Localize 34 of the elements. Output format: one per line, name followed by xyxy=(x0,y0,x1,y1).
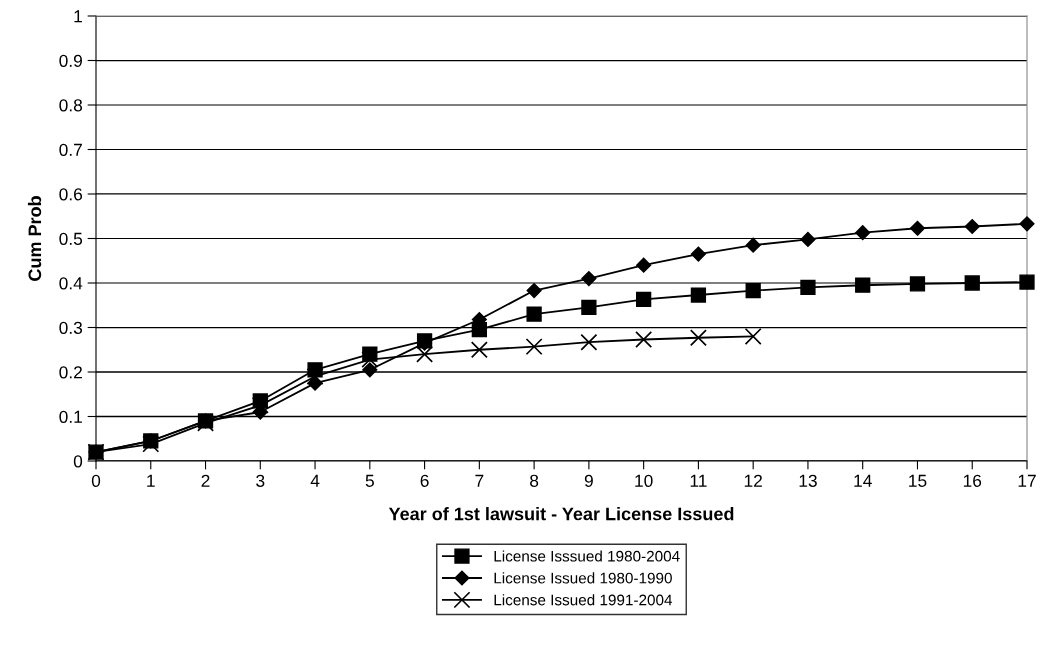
x-tick-label: 5 xyxy=(365,474,374,487)
x-tick-label: 15 xyxy=(909,474,927,487)
x-tick-label: 11 xyxy=(690,474,707,487)
legend-label: License Isssued 1980-2004 xyxy=(494,550,680,562)
y-tick-label: 0.5 xyxy=(59,232,83,245)
x-tick-label: 1 xyxy=(147,474,155,487)
y-tick-label: 0.6 xyxy=(59,188,83,201)
x-tick-label: 8 xyxy=(530,474,539,487)
x-tick-label: 6 xyxy=(420,474,429,487)
y-tick-label: 0.8 xyxy=(59,99,83,112)
y-tick-label: 0.9 xyxy=(59,54,82,67)
x-tick-label: 14 xyxy=(854,474,872,487)
legend-label: License Issued 1991-2004 xyxy=(494,594,673,606)
y-tick-label: 0.7 xyxy=(59,143,82,156)
y-tick-label: 1 xyxy=(74,10,82,23)
y-tick-label: 0.4 xyxy=(59,277,83,290)
y-tick-label: 0.2 xyxy=(59,366,82,379)
legend-label: License Issued 1980-1990 xyxy=(494,572,672,584)
x-tick-label: 3 xyxy=(256,474,265,487)
y-tick-label: 0.1 xyxy=(59,410,82,423)
y-tick-label: 0.3 xyxy=(59,321,83,334)
x-tick-label: 12 xyxy=(744,474,762,487)
y-tick-label: 0 xyxy=(73,455,83,468)
x-tick-label: 0 xyxy=(91,474,101,487)
x-axis-title: Year of 1st lawsuit - Year License Issued xyxy=(388,507,734,521)
x-tick-label: 17 xyxy=(1018,474,1036,487)
x-tick-label: 10 xyxy=(635,474,653,487)
x-tick-label: 2 xyxy=(201,474,210,487)
x-tick-label: 13 xyxy=(799,474,817,487)
y-axis-title: Cum Prob xyxy=(27,196,42,281)
x-tick-label: 7 xyxy=(475,474,484,487)
x-tick-label: 4 xyxy=(310,474,320,487)
x-tick-label: 9 xyxy=(584,474,593,487)
x-tick-label: 16 xyxy=(963,474,982,487)
